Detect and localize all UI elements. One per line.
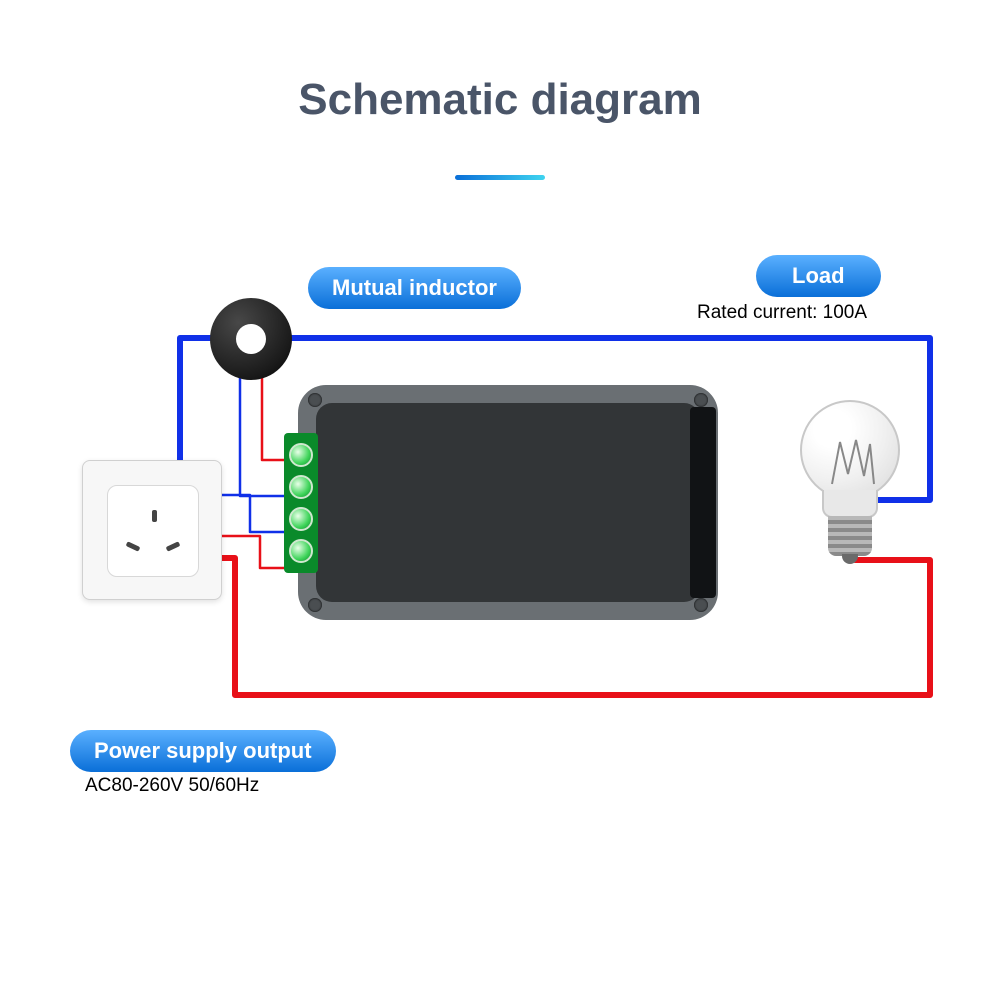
- terminal-4: [289, 539, 313, 563]
- bulb-base: [828, 516, 872, 556]
- outlet-plate: [107, 485, 199, 577]
- terminal-1: [289, 443, 313, 467]
- filament-icon: [802, 402, 902, 502]
- bulb-neck: [822, 490, 878, 518]
- label-load: Load: [756, 255, 881, 297]
- terminal-block: [284, 433, 318, 573]
- bulb-tip: [842, 554, 858, 564]
- ac-outlet: [82, 460, 222, 600]
- terminal-3: [289, 507, 313, 531]
- label-mutual-inductor: Mutual inductor: [308, 267, 521, 309]
- terminal-2: [289, 475, 313, 499]
- load-lamp: [790, 400, 910, 580]
- outlet-pin: [152, 510, 157, 522]
- bulb-glass: [800, 400, 900, 500]
- screw-icon: [308, 598, 322, 612]
- ct-hole: [236, 324, 266, 354]
- outlet-pin: [126, 541, 141, 551]
- screw-icon: [694, 598, 708, 612]
- label-power-sub: AC80-260V 50/60Hz: [85, 775, 259, 797]
- meter-side-port: [690, 407, 716, 598]
- diagram-title: Schematic diagram: [0, 75, 1000, 125]
- title-underline: [455, 175, 545, 180]
- label-power-supply: Power supply output: [70, 730, 336, 772]
- screw-icon: [694, 393, 708, 407]
- current-transformer: [210, 298, 292, 380]
- label-load-sub: Rated current: 100A: [697, 302, 867, 324]
- outlet-pin: [166, 541, 181, 551]
- screw-icon: [308, 393, 322, 407]
- meter-device: [298, 385, 718, 620]
- meter-screen: [316, 403, 700, 602]
